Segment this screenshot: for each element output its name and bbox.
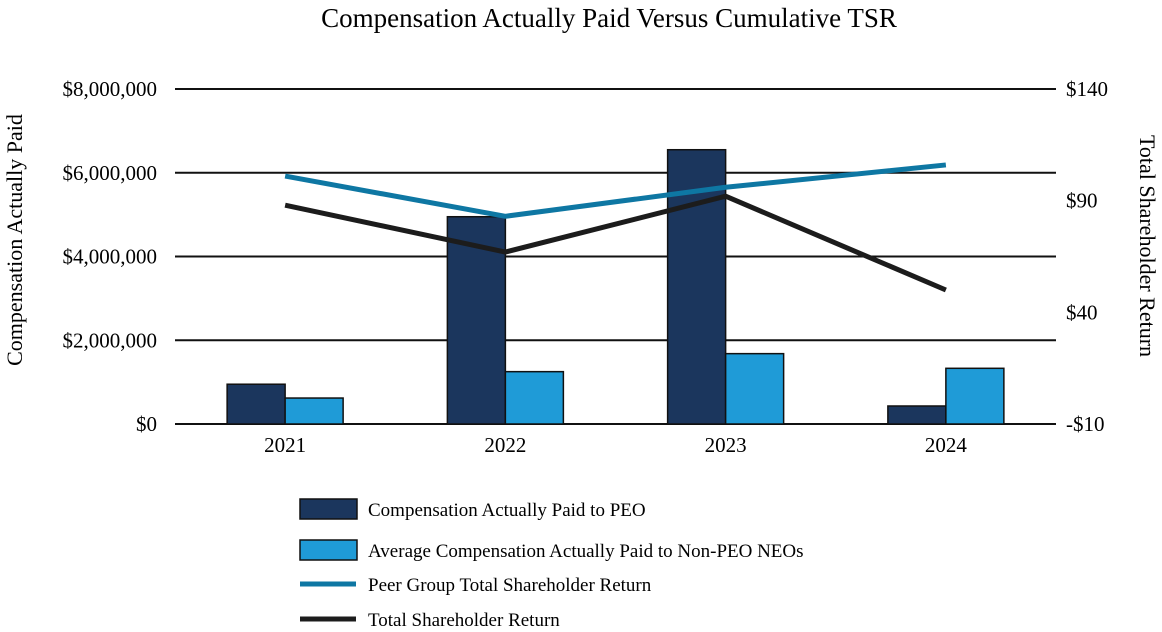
gridlines <box>175 88 1056 425</box>
chart-title: Compensation Actually Paid Versus Cumula… <box>321 3 897 33</box>
legend-label-1: Average Compensation Actually Paid to No… <box>368 541 804 562</box>
y2-tick-labels: -$10 $40 $90 $140 <box>1066 77 1108 436</box>
y-tick-label: $2,000,000 <box>63 328 158 352</box>
y2-tick-label: $90 <box>1066 189 1098 213</box>
bar-peo-2021 <box>226 383 286 425</box>
y-axis-title: Compensation Actually Paid <box>2 114 27 366</box>
y2-tick-label: -$10 <box>1066 412 1105 436</box>
legend-label-2: Peer Group Total Shareholder Return <box>368 575 652 596</box>
line-peer-group-tsr <box>284 162 947 219</box>
y2-tick-label: $140 <box>1066 77 1108 101</box>
lines <box>284 162 947 293</box>
y-tick-label: $6,000,000 <box>63 161 158 185</box>
legend-swatch-1 <box>299 539 358 561</box>
y-tick-label: $8,000,000 <box>63 77 158 101</box>
x-tick-label: 2023 <box>705 433 747 457</box>
bar-peo-2024 <box>887 405 947 425</box>
x-tick-labels: 2021 2022 2023 2024 <box>264 433 967 457</box>
x-tick-label: 2024 <box>925 433 968 457</box>
legend-swatch-0 <box>299 498 358 520</box>
bars <box>226 148 1005 425</box>
legend-label-3: Total Shareholder Return <box>368 610 560 631</box>
legend: Compensation Actually Paid to PEO Average… <box>299 498 804 631</box>
y-tick-labels: $0 $2,000,000 $4,000,000 $6,000,000 $8,000,0… <box>63 77 158 436</box>
line-tsr <box>284 193 947 293</box>
x-tick-label: 2021 <box>264 433 306 457</box>
y2-tick-label: $40 <box>1066 300 1098 324</box>
y-tick-label: $0 <box>136 412 157 436</box>
bar-non-peo-2022 <box>504 370 565 425</box>
bar-non-peo-2024 <box>945 367 1005 425</box>
x-tick-label: 2022 <box>484 433 526 457</box>
y2-axis-title: Total Shareholder Return <box>1135 135 1160 357</box>
bar-peo-2023 <box>666 148 727 425</box>
bar-non-peo-2021 <box>284 397 344 425</box>
bar-non-peo-2023 <box>724 352 785 425</box>
y-tick-label: $4,000,000 <box>63 245 158 269</box>
legend-label-0: Compensation Actually Paid to PEO <box>368 500 646 521</box>
